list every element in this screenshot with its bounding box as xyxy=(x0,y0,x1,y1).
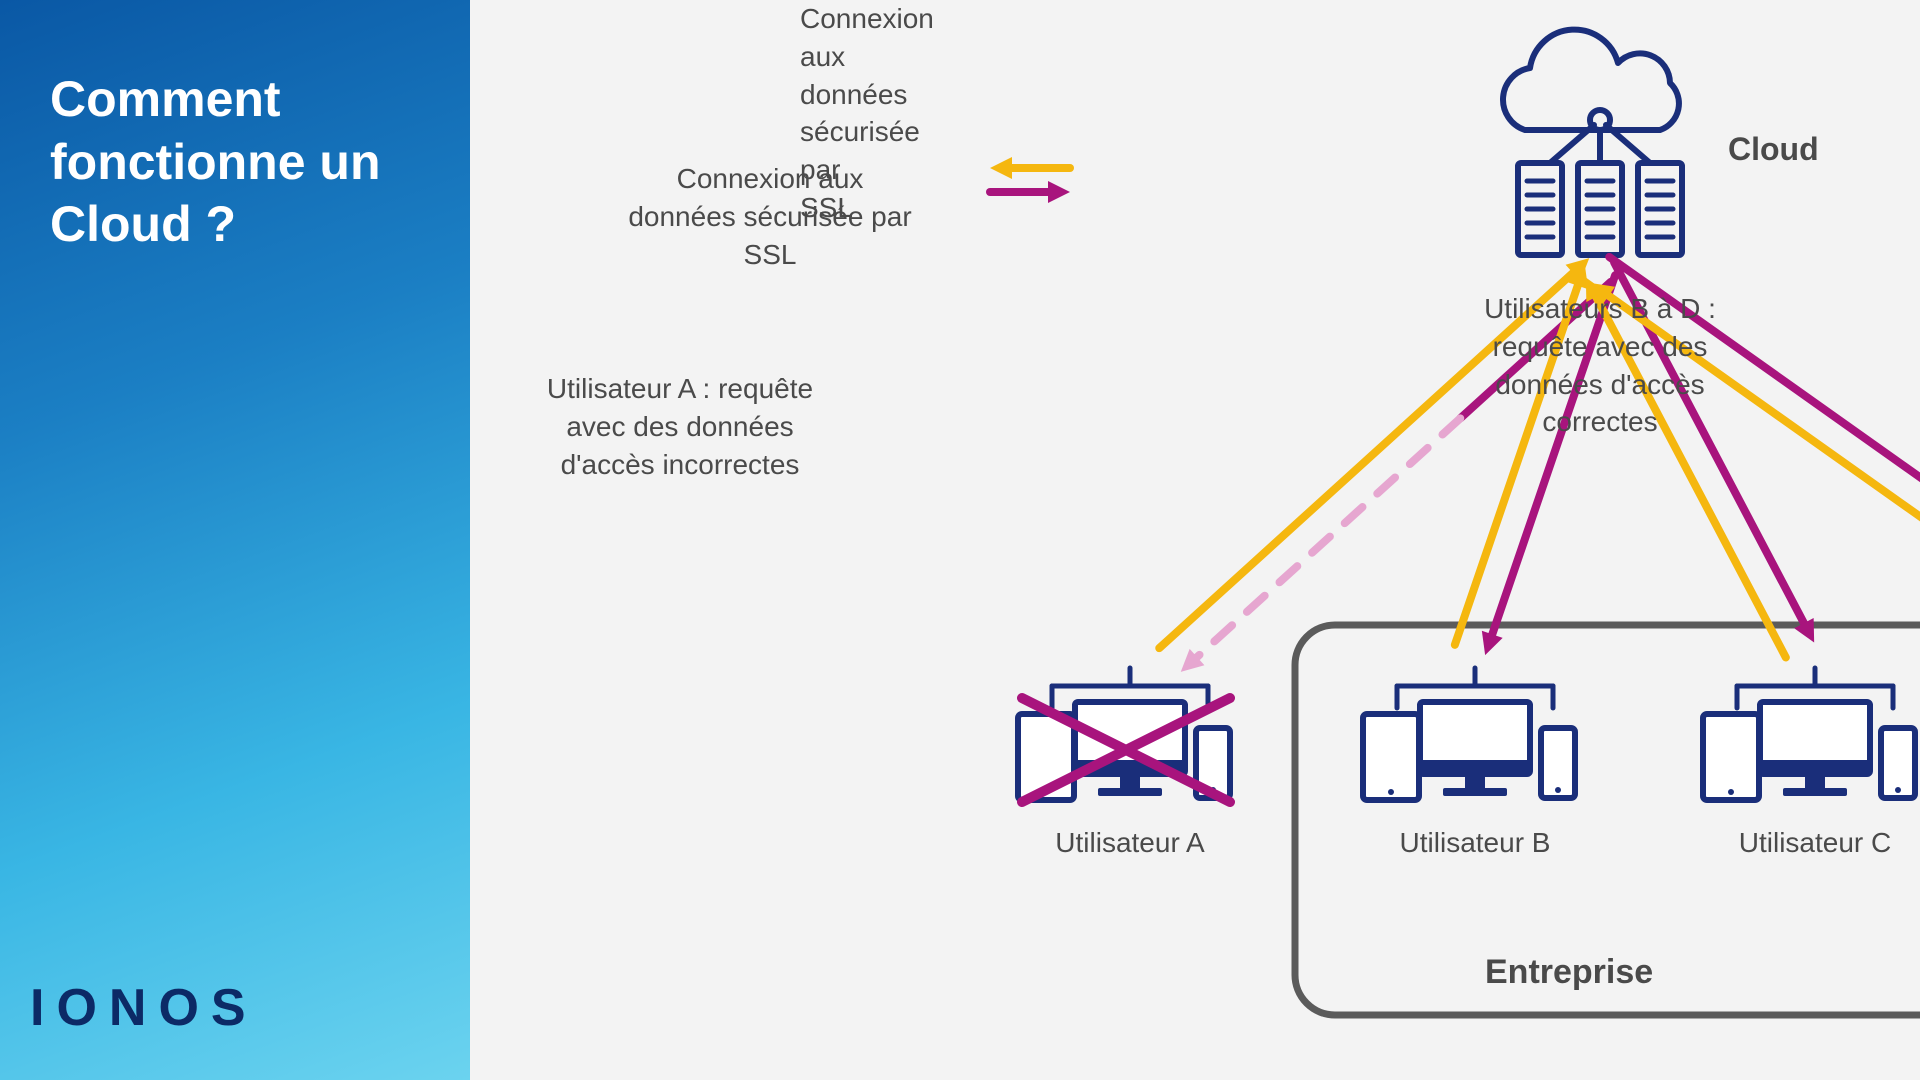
devices-icon xyxy=(1703,668,1915,800)
brand-logo: IONOS xyxy=(30,978,258,1038)
annotation-users-bd: Utilisateurs B à D : requête avec des do… xyxy=(1440,290,1760,441)
cloud-icon xyxy=(1503,30,1682,255)
legend-text: Connexion aux données sécurisée par SSL xyxy=(620,160,920,273)
user-label: Utilisateur B xyxy=(1400,827,1551,858)
devices-icon xyxy=(1018,668,1230,802)
annotation-user-a: Utilisateur A : requête avec des données… xyxy=(540,370,820,483)
devices-icon xyxy=(1363,668,1575,800)
enterprise-label: Entreprise xyxy=(1485,953,1653,991)
user-label: Utilisateur A xyxy=(1055,827,1205,858)
cloud-label: Cloud xyxy=(1728,131,1819,167)
page-title: Comment fonctionne un Cloud ? xyxy=(0,0,470,256)
user-label: Utilisateur C xyxy=(1739,827,1891,858)
sidebar: Comment fonctionne un Cloud ? IONOS xyxy=(0,0,470,1080)
